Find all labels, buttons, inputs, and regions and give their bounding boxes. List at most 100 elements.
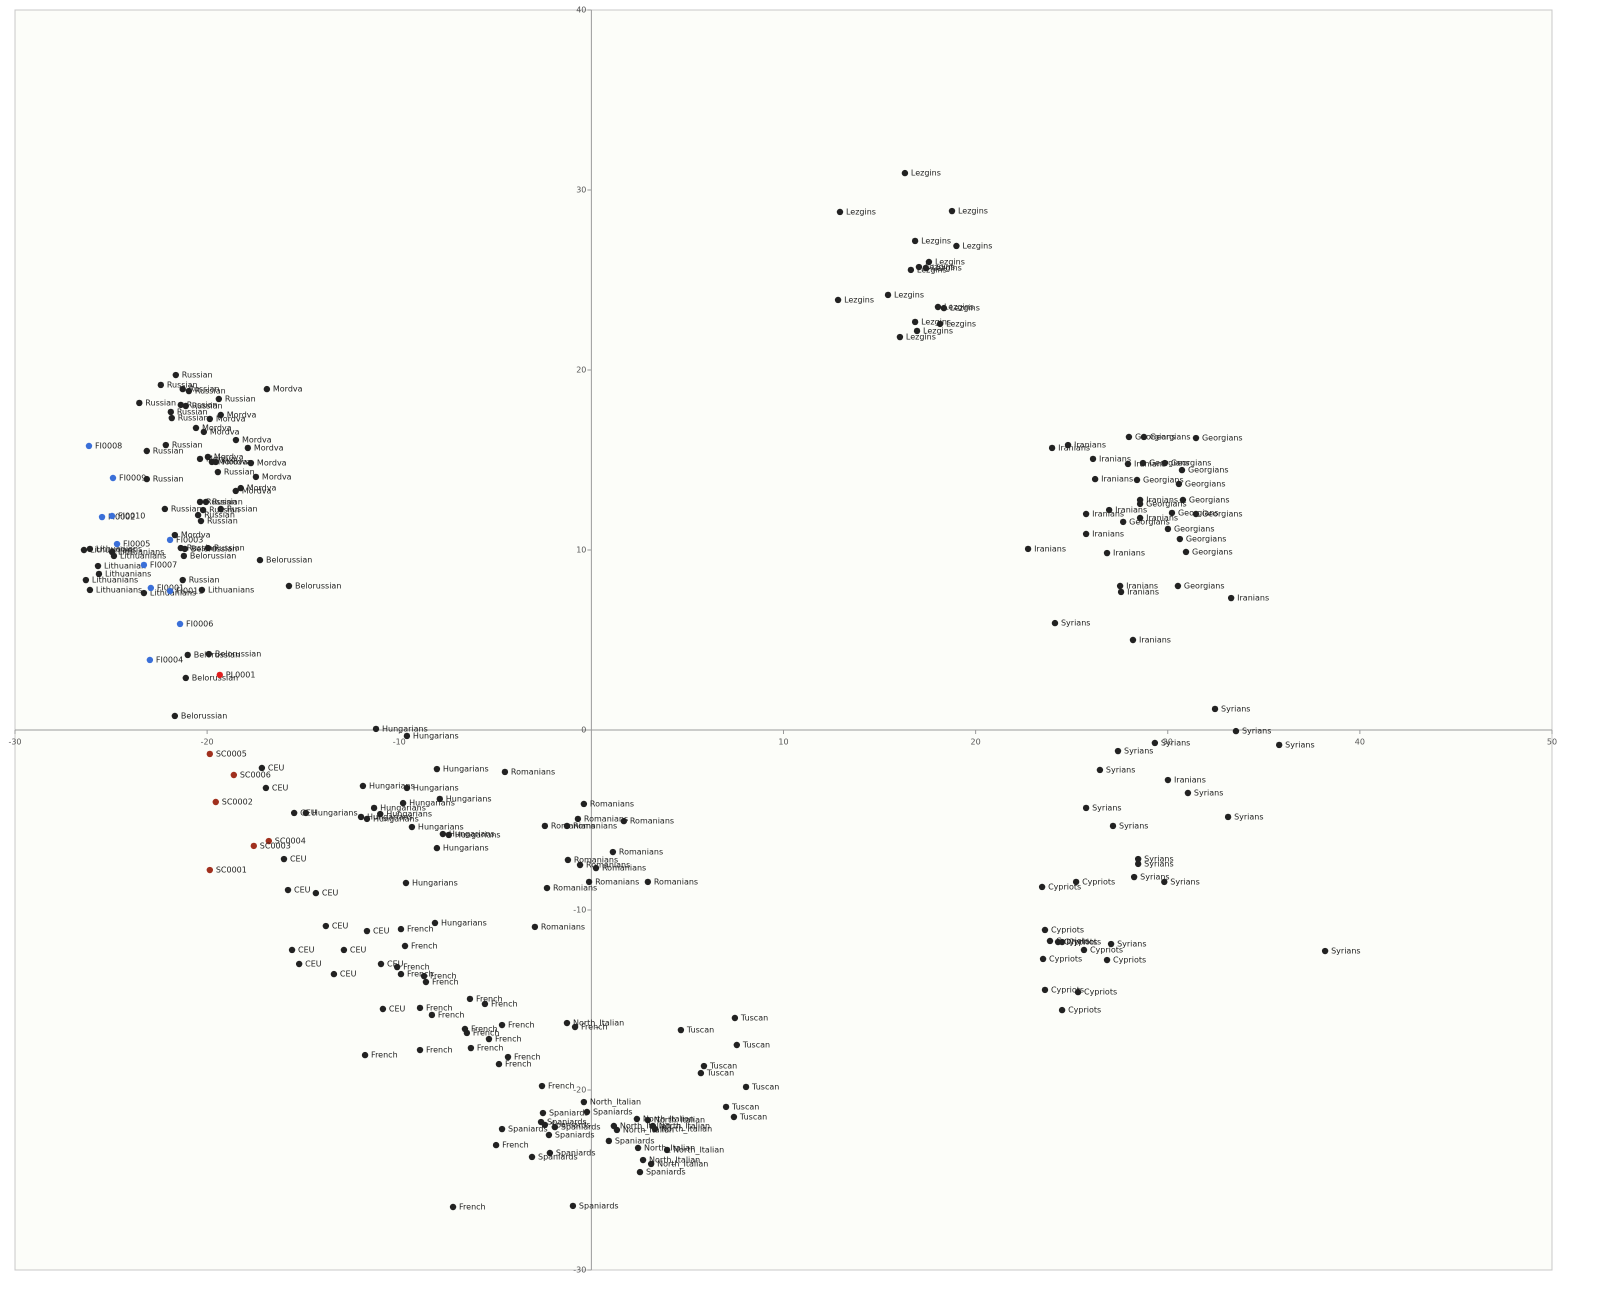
point-label: French: [495, 1035, 522, 1044]
point: [110, 552, 118, 560]
point-label: FI0010: [118, 511, 145, 520]
point-label: Georgians: [1188, 466, 1229, 475]
point-label: Syrians: [1144, 859, 1173, 868]
point: [280, 855, 288, 863]
point: [372, 725, 380, 733]
point: [206, 415, 214, 423]
point: [911, 318, 919, 326]
point: [161, 505, 169, 513]
point-label: Mordva: [242, 486, 272, 495]
point: [1089, 455, 1097, 463]
point: [1136, 500, 1144, 508]
point: [543, 884, 551, 892]
point-label: Hungarians: [367, 812, 413, 821]
point: [431, 919, 439, 927]
point: [230, 771, 238, 779]
point: [363, 927, 371, 935]
point: [742, 1083, 750, 1091]
point: [433, 765, 441, 773]
point: [913, 327, 921, 335]
point-label: French: [502, 1141, 529, 1150]
point: [1321, 947, 1329, 955]
point-label: French: [438, 1010, 465, 1019]
point-label: Hungarians: [369, 781, 415, 790]
point-label: Spaniards: [538, 1152, 578, 1161]
point-label: SC0004: [275, 837, 306, 846]
point-label: Belorussian: [194, 650, 240, 659]
point: [146, 656, 154, 664]
point-label: CEU: [294, 886, 311, 895]
point-label: Hungarians: [443, 844, 489, 853]
point-label: Hungarians: [409, 799, 455, 808]
point: [377, 960, 385, 968]
point: [551, 1123, 559, 1131]
point-label: Romanians: [511, 767, 555, 776]
point-label: Syrians: [1124, 747, 1153, 756]
point-label: Russian: [187, 400, 218, 409]
point: [836, 208, 844, 216]
point: [1046, 937, 1054, 945]
point: [492, 1141, 500, 1149]
point-label: French: [508, 1021, 535, 1030]
point-label: Lezgins: [944, 303, 974, 312]
point-label: Iranians: [1134, 459, 1166, 468]
point-label: Georgians: [1129, 517, 1170, 526]
point: [592, 864, 600, 872]
point-label: French: [403, 963, 430, 972]
point: [915, 263, 923, 271]
y-tick-label: 0: [581, 726, 586, 735]
point-label: Mordva: [216, 414, 246, 423]
point: [265, 837, 272, 845]
point: [177, 401, 185, 409]
point-label: Lithuanians: [150, 589, 196, 598]
point-label: Hungarians: [441, 918, 487, 927]
point-label: Romanians: [590, 799, 634, 808]
point-label: Russian: [182, 371, 213, 380]
point: [217, 411, 224, 419]
point-label: Cypriots: [1113, 956, 1146, 965]
point-label: Lezgins: [911, 169, 941, 178]
point: [571, 1023, 579, 1031]
point: [80, 546, 88, 554]
point-label: Georgians: [1189, 495, 1230, 504]
point-label: Spaniards: [549, 1109, 589, 1118]
point: [94, 562, 102, 570]
point-label: French: [371, 1051, 398, 1060]
point-label: Russian: [153, 475, 184, 484]
point: [379, 1005, 387, 1013]
point: [1058, 938, 1066, 946]
point-label: Syrians: [1285, 740, 1314, 749]
point: [377, 810, 384, 818]
point: [202, 498, 210, 506]
point: [647, 1160, 655, 1168]
point-label: Russian: [224, 468, 255, 477]
point: [498, 1125, 506, 1133]
point: [1211, 705, 1219, 713]
point-label: SC0002: [222, 798, 253, 807]
y-tick-label: -10: [573, 906, 586, 915]
point-label: FI0002: [108, 513, 135, 522]
point: [700, 1062, 708, 1070]
point-label: Lithuanians: [96, 585, 142, 594]
point-label: Russian: [227, 504, 258, 513]
point-label: CEU: [389, 1005, 406, 1014]
point: [199, 506, 207, 514]
point: [422, 978, 430, 986]
point-label: Mordva: [227, 411, 257, 420]
point-label: Romanians: [553, 884, 597, 893]
point-label: Iranians: [1099, 454, 1131, 463]
point: [166, 536, 174, 544]
point-label: Romanians: [574, 855, 618, 864]
point: [1133, 476, 1141, 484]
point-label: Belorussian: [215, 650, 261, 659]
point: [911, 237, 919, 245]
point: [1107, 940, 1115, 948]
point: [109, 474, 117, 482]
point: [359, 782, 367, 790]
point: [1176, 535, 1184, 543]
point-label: Lithuanians: [118, 547, 164, 556]
x-tick-label: 20: [971, 738, 981, 747]
point: [564, 856, 572, 864]
point: [108, 512, 116, 520]
point: [322, 922, 330, 930]
